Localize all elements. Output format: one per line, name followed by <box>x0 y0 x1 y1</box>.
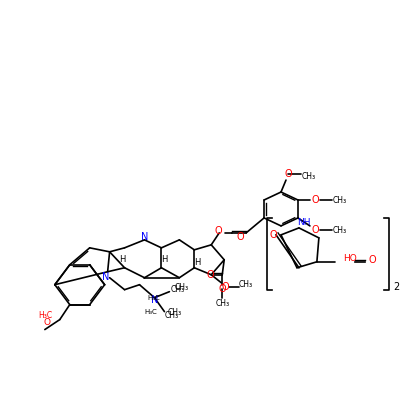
Text: O: O <box>214 226 222 236</box>
Text: H₃C: H₃C <box>148 295 160 301</box>
Text: CH₃: CH₃ <box>333 226 347 235</box>
Text: CH₃: CH₃ <box>239 280 253 289</box>
Text: H₃C: H₃C <box>39 311 53 320</box>
Text: NH: NH <box>297 218 311 228</box>
Text: O: O <box>236 232 244 242</box>
Text: O: O <box>311 195 319 205</box>
Text: H: H <box>161 255 168 264</box>
Text: N: N <box>102 272 109 282</box>
Text: O: O <box>218 284 226 294</box>
Text: H: H <box>194 258 200 267</box>
Text: CH₃: CH₃ <box>215 299 229 308</box>
Text: O: O <box>369 255 376 265</box>
Text: O: O <box>221 282 229 292</box>
Text: CH₃: CH₃ <box>333 196 347 206</box>
Text: 2: 2 <box>394 282 400 292</box>
Text: O: O <box>43 318 50 327</box>
Text: N: N <box>141 232 148 242</box>
Text: CH₃: CH₃ <box>164 311 178 320</box>
Text: O: O <box>269 230 277 240</box>
Text: H₃C: H₃C <box>145 309 158 315</box>
Text: O: O <box>284 169 292 179</box>
Text: H: H <box>119 255 126 264</box>
Text: N: N <box>151 295 158 305</box>
Text: O: O <box>206 270 214 280</box>
Text: CH₃: CH₃ <box>170 285 184 294</box>
Text: CH₃: CH₃ <box>168 308 182 317</box>
Text: O: O <box>311 225 319 235</box>
Text: CH₃: CH₃ <box>174 283 188 292</box>
Text: HO: HO <box>343 254 356 263</box>
Text: CH₃: CH₃ <box>302 172 316 180</box>
